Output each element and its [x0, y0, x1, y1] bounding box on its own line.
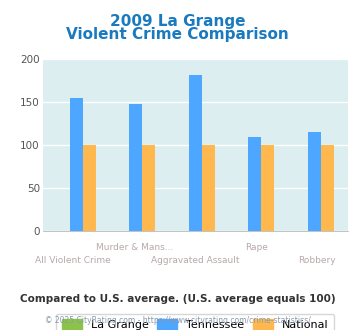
Bar [83, 145, 96, 231]
Text: Robbery: Robbery [299, 256, 336, 265]
Text: Rape: Rape [245, 243, 268, 251]
Text: Aggravated Assault: Aggravated Assault [151, 256, 240, 265]
Bar [70, 98, 83, 231]
Text: Violent Crime Comparison: Violent Crime Comparison [66, 27, 289, 42]
Bar [308, 132, 321, 231]
Bar [189, 75, 202, 231]
Text: Compared to U.S. average. (U.S. average equals 100): Compared to U.S. average. (U.S. average … [20, 294, 335, 304]
Legend: La Grange, Tennessee, National: La Grange, Tennessee, National [56, 314, 334, 330]
Text: Murder & Mans...: Murder & Mans... [95, 243, 173, 251]
Bar [261, 145, 274, 231]
Bar [202, 145, 215, 231]
Text: 2009 La Grange: 2009 La Grange [110, 14, 245, 29]
Bar [129, 104, 142, 231]
Bar [142, 145, 155, 231]
Bar [321, 145, 334, 231]
Text: © 2025 CityRating.com - https://www.cityrating.com/crime-statistics/: © 2025 CityRating.com - https://www.city… [45, 316, 310, 325]
Bar [248, 137, 261, 231]
Text: All Violent Crime: All Violent Crime [35, 256, 111, 265]
